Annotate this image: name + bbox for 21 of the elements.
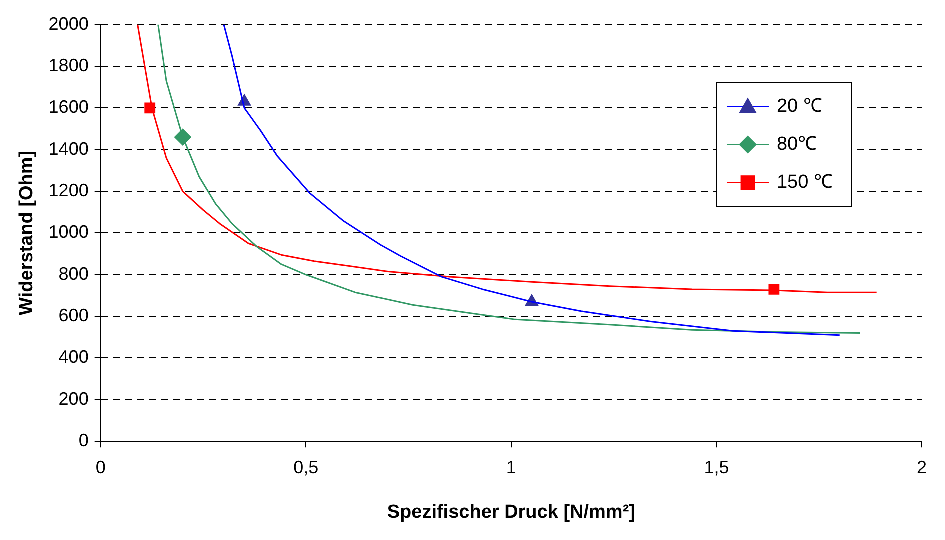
y-tick-label: 400 bbox=[58, 347, 89, 368]
y-tick-label: 1600 bbox=[48, 97, 89, 118]
y-tick-label: 1000 bbox=[48, 222, 89, 242]
x-tick-label: 1,5 bbox=[704, 457, 730, 478]
y-axis-title: Widerstand [Ohm] bbox=[16, 150, 38, 316]
x-tick-label: 2 bbox=[916, 457, 927, 478]
x-tick-label: 1 bbox=[506, 457, 516, 478]
legend-label: 80℃ bbox=[776, 134, 818, 156]
legend-label: 20 ℃ bbox=[776, 96, 822, 118]
x-tick-label: 0,5 bbox=[294, 457, 319, 478]
legend-label: 150 ℃ bbox=[776, 172, 833, 194]
y-tick-label: 2000 bbox=[48, 14, 89, 34]
y-tick-label: 1800 bbox=[48, 55, 89, 76]
y-tick-label: 1400 bbox=[48, 138, 89, 159]
x-axis-title: Spezifischer Druck [N/mm²] bbox=[387, 502, 636, 523]
y-tick-label: 800 bbox=[58, 264, 89, 284]
y-tick-label: 1200 bbox=[48, 180, 89, 200]
y-tick-label: 0 bbox=[78, 430, 89, 451]
x-tick-label: 0 bbox=[96, 457, 106, 478]
y-tick-label: 600 bbox=[58, 306, 89, 326]
y-tick-label: 200 bbox=[58, 388, 89, 409]
